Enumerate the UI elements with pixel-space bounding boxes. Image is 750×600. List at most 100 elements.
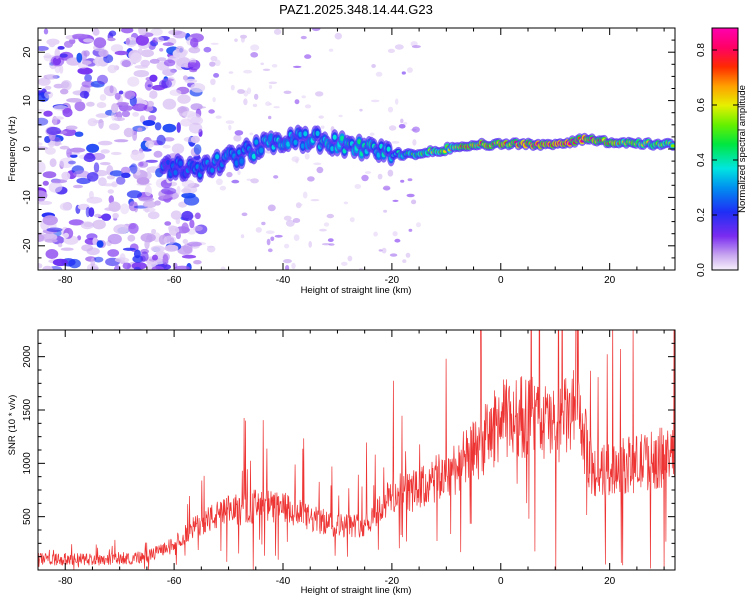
x-tick-label: -40 <box>276 576 291 587</box>
spectrogram-cell <box>163 235 177 245</box>
spectrogram-cell <box>90 257 96 268</box>
spectrogram-cell <box>170 210 182 220</box>
spectrogram-cell <box>154 36 165 43</box>
spectrogram-cell <box>59 88 69 95</box>
spectrogram-cell <box>107 64 118 74</box>
spectrogram-cell <box>250 178 259 184</box>
spectrogram-cell <box>190 103 203 111</box>
spectrogram-xlabel: Height of straight line (km) <box>301 285 412 296</box>
spectrogram-cell <box>327 238 334 243</box>
spectrogram-cell <box>323 222 330 227</box>
colorbar-tick-label: 0.2 <box>696 208 707 222</box>
spectrogram-cell <box>188 122 203 134</box>
spectrogram-cell <box>308 241 313 248</box>
spectrogram-heatmap <box>38 28 675 270</box>
spectrogram-cell <box>61 128 77 137</box>
spectrogram-cell <box>150 245 166 253</box>
spectrogram-cell <box>81 60 92 65</box>
spectrogram-cell <box>250 44 260 51</box>
spectrogram-cell <box>303 131 308 137</box>
x-tick-label: 20 <box>604 275 616 286</box>
spectrogram-cell <box>166 159 171 165</box>
spectrogram-cell <box>86 143 100 153</box>
spectrogram-cell <box>307 176 315 182</box>
spectrogram-cell <box>387 169 394 177</box>
spectrogram-cell <box>412 139 417 146</box>
spectrogram-cell <box>193 260 202 265</box>
spectrogram-cell <box>156 134 166 146</box>
spectrogram-cell <box>79 90 90 99</box>
spectrogram-cell <box>274 234 283 238</box>
spectrogram-cell <box>313 162 322 166</box>
snr-frame <box>37 329 676 571</box>
spectrogram-cell <box>65 125 78 131</box>
spectrogram-cell <box>111 103 119 114</box>
spectrogram-cell <box>214 59 221 67</box>
spectrogram-cell <box>261 221 266 226</box>
spectrogram-cell <box>162 78 174 82</box>
spectrogram-cell <box>228 71 234 74</box>
spectrogram-cell <box>251 153 256 159</box>
spectrogram-cell <box>96 102 107 109</box>
spectrogram-cell <box>228 124 232 131</box>
spectrogram-cell <box>386 146 391 152</box>
spectrogram-cell <box>57 243 63 248</box>
spectrogram-cell <box>369 132 375 136</box>
spectrogram-cell <box>239 158 244 164</box>
spectrogram-cell <box>416 222 421 228</box>
spectrogram-cell <box>188 46 201 54</box>
spectrogram-cell <box>49 158 57 168</box>
spectrogram-cell <box>182 239 188 244</box>
spectrogram-cell <box>86 196 103 204</box>
spectrogram-cell <box>266 238 271 246</box>
spectrogram-cell <box>59 157 74 168</box>
spectrogram-cell <box>190 37 199 48</box>
spectrogram-cell <box>285 265 290 270</box>
y-tick-label: 20 <box>22 46 33 58</box>
snr-ticks: -80 -60 -40 -20 0 20 500 1000 1500 2000 <box>22 329 675 587</box>
spectrogram-cell <box>63 232 69 238</box>
x-tick-label: -40 <box>276 275 291 286</box>
spectrogram-cell <box>318 115 324 119</box>
spectrogram-cell <box>86 247 100 256</box>
spectrogram-cell <box>301 95 306 99</box>
spectrogram-cell <box>388 125 397 131</box>
spectrogram-cell <box>42 171 57 179</box>
spectrogram-cell <box>255 227 262 233</box>
spectrogram-cell <box>176 57 191 68</box>
spectrogram-cell <box>96 240 104 248</box>
spectrogram-cell <box>133 70 150 78</box>
spectrogram-cell <box>300 35 307 40</box>
colorbar-label: Normalized spectral amplitude <box>737 85 748 213</box>
spectrogram-cell <box>77 67 93 75</box>
x-tick-label: 0 <box>498 275 504 286</box>
spectrogram-cell <box>328 243 335 246</box>
spectrogram-cell <box>181 179 195 188</box>
spectrogram-cell <box>405 252 411 258</box>
spectrogram-cell <box>109 170 124 177</box>
spectrogram-cell <box>268 84 273 89</box>
spectrogram-cell <box>138 197 155 202</box>
spectrogram-cell <box>103 85 117 97</box>
spectrogram-cell <box>296 203 303 207</box>
spectrogram-cell <box>107 37 116 42</box>
spectrogram-cell <box>292 65 302 68</box>
spectrogram-cell <box>210 55 218 62</box>
spectrogram-cell <box>88 190 94 200</box>
spectrogram-cell <box>120 203 130 215</box>
spectrogram-cell <box>123 90 136 100</box>
spectrogram-cell <box>162 254 169 266</box>
spectrogram-cell <box>194 212 201 220</box>
spectrogram-cell <box>182 75 189 81</box>
colorbar-ticks: 0.0 0.2 0.4 0.6 0.8 <box>696 43 738 277</box>
spectrogram-cell <box>144 185 152 197</box>
spectrogram-cell <box>92 28 100 36</box>
spectrogram-cell <box>116 176 126 185</box>
spectrogram-cell <box>187 241 202 247</box>
x-tick-label: -20 <box>385 275 400 286</box>
spectrogram-cell <box>72 33 88 39</box>
spectrogram-cell <box>123 105 133 111</box>
spectrogram-cell <box>59 202 72 211</box>
spectrogram-cell <box>164 221 172 226</box>
